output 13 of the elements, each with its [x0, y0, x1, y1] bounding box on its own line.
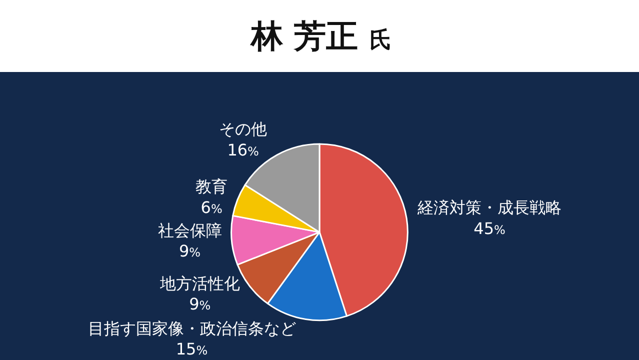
data-label: 15% — [176, 340, 208, 359]
data-label: 6% — [200, 198, 222, 217]
slice-label: 目指す国家像・政治信条など — [88, 318, 296, 338]
slice-label: その他 — [219, 120, 268, 139]
data-label: 9% — [189, 294, 211, 314]
chart-title: 林 芳正 氏 — [249, 17, 392, 55]
slice-label: 地方活性化 — [158, 274, 240, 293]
data-label: 16% — [227, 140, 259, 160]
data-label: 9% — [178, 242, 201, 261]
data-label: 45% — [474, 218, 506, 238]
slice-label: 教育 — [196, 177, 228, 196]
slice-label: 経済対策・成長戦略 — [416, 198, 562, 218]
slice-label: 社会保障 — [158, 220, 222, 240]
